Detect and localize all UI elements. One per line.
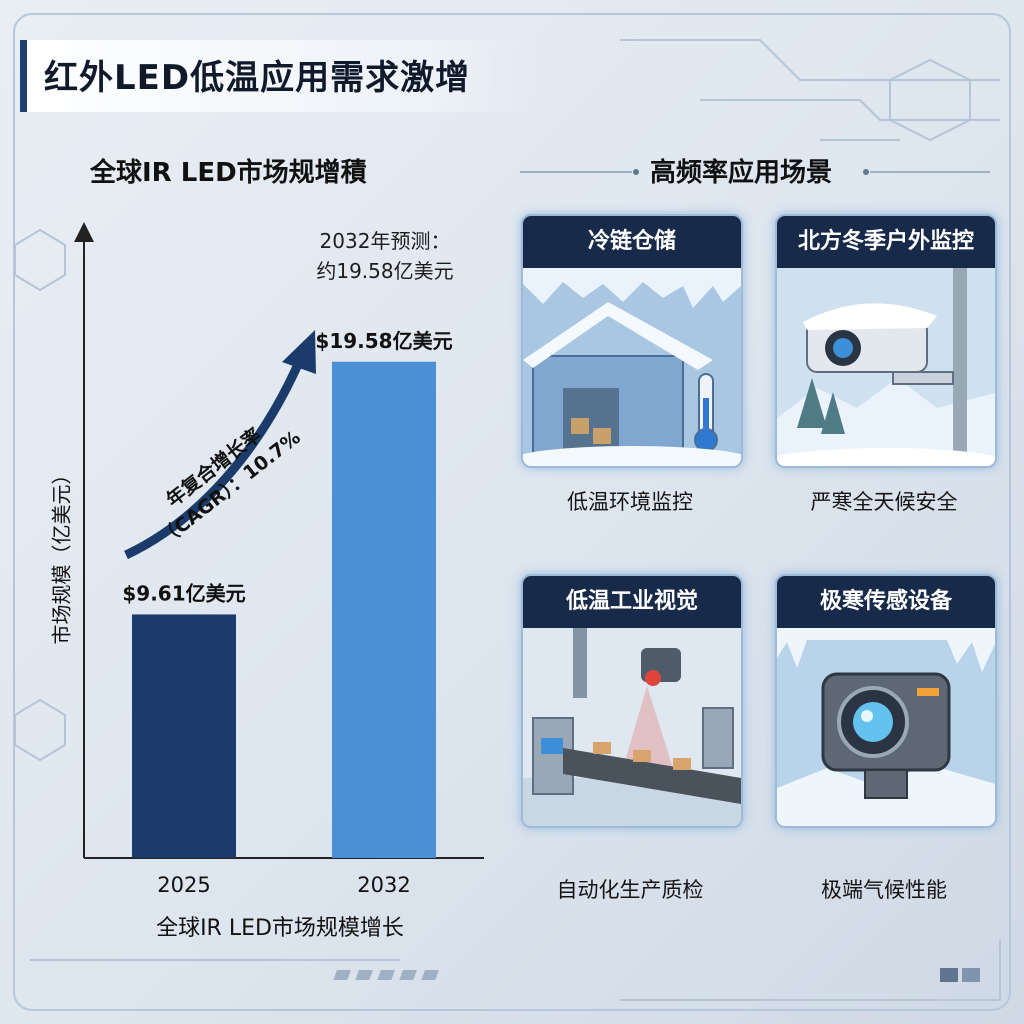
scenario-card-winter-surveillance: 北方冬季户外监控: [775, 214, 997, 468]
growth-arrow: [124, 358, 305, 560]
card-caption: 低温环境监控: [567, 490, 693, 514]
card-caption: 自动化生产质检: [556, 878, 704, 902]
forecast-line-2: 约19.58亿美元: [316, 259, 454, 283]
ice-sensor-icon: [777, 628, 995, 826]
x-tick-label: 2032: [357, 873, 410, 897]
card-caption: 严寒全天候安全: [810, 490, 958, 514]
bar-value-label: $19.58亿美元: [315, 329, 452, 353]
forecast-line-1: 2032年预测：: [319, 229, 451, 253]
card-caption: 极端气候性能: [821, 878, 947, 902]
x-axis-label: 全球IR LED市场规模增长: [156, 916, 404, 941]
forecast-annotation: 2032年预测： 约19.58亿美元: [300, 226, 470, 286]
scenario-card-extreme-cold-sensor: 极寒传感设备: [775, 574, 997, 828]
title-accent-bar: [20, 40, 27, 112]
title-banner: [20, 40, 540, 112]
conveyor-camera-icon: [523, 628, 741, 826]
scenarios-heading: 高频率应用场景: [650, 158, 833, 188]
bar-value-label: $9.61亿美元: [122, 581, 245, 605]
page-title: 红外LED低温应用需求激增: [44, 58, 471, 98]
snow-camera-icon: [777, 268, 995, 466]
frozen-warehouse-icon: [523, 268, 741, 466]
scenario-card-industrial-vision: 低温工业视觉: [521, 574, 743, 828]
chart-title: 全球IR LED市场规增積: [90, 158, 367, 188]
card-title: 冷链仓储: [523, 216, 741, 268]
card-title: 极寒传感设备: [777, 576, 995, 628]
card-title: 低温工业视觉: [523, 576, 741, 628]
growth-arrow-head: [282, 330, 316, 374]
scenario-card-cold-chain: 冷链仓储: [521, 214, 743, 468]
x-tick-label: 2025: [157, 873, 210, 897]
bar-2025: [132, 614, 236, 858]
card-title: 北方冬季户外监控: [777, 216, 995, 268]
bar-2032: [332, 361, 436, 858]
